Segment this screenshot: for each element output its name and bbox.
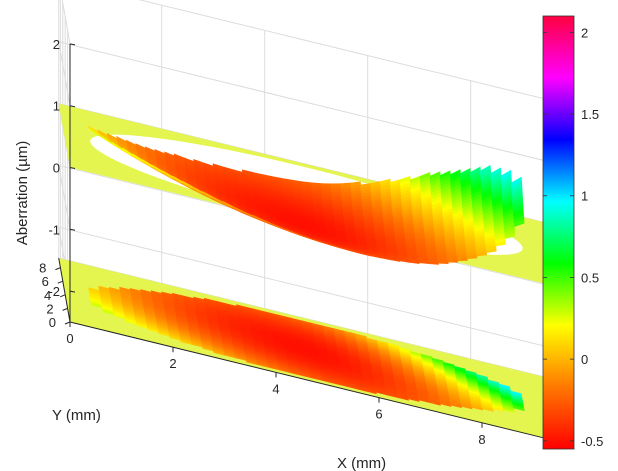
projection-cell bbox=[510, 390, 522, 396]
colorbar-tick-label: 0.5 bbox=[581, 270, 599, 285]
bottom-projection bbox=[58, 258, 555, 441]
colorbar-tick-label: 2 bbox=[581, 25, 588, 40]
projection-cell bbox=[453, 365, 466, 371]
y-tick bbox=[64, 321, 71, 325]
x-tick-label: 2 bbox=[169, 356, 176, 371]
surface-cell bbox=[495, 240, 506, 247]
surface-cell bbox=[513, 219, 525, 227]
z-tick-label: 1 bbox=[53, 99, 60, 114]
y-tick-label: 2 bbox=[46, 301, 53, 316]
x-tick-label: 0 bbox=[66, 331, 73, 346]
y-tick bbox=[55, 267, 61, 271]
surface-cell bbox=[437, 261, 449, 264]
x-axis-label: X (mm) bbox=[337, 455, 386, 471]
x-tick-label: 8 bbox=[478, 432, 485, 447]
surface-cell bbox=[447, 260, 459, 263]
projection-cell bbox=[476, 374, 488, 379]
y-tick-label: 6 bbox=[42, 274, 49, 289]
surface-cell bbox=[408, 261, 420, 265]
projection-cell bbox=[355, 333, 367, 339]
z-tick bbox=[69, 228, 76, 231]
projection-cell bbox=[498, 383, 511, 389]
surface-cell bbox=[388, 258, 401, 262]
z-axis-label: Aberration (µm) bbox=[14, 141, 31, 246]
colorbar-gradient bbox=[542, 15, 575, 450]
surface-cell bbox=[428, 262, 440, 265]
surface-cell bbox=[330, 183, 342, 188]
projection-cell bbox=[442, 361, 455, 367]
x-tick-label: 6 bbox=[375, 407, 382, 422]
y-tick bbox=[62, 307, 68, 311]
z-tick-label: -1 bbox=[48, 222, 60, 237]
x-tick-label: 4 bbox=[272, 381, 279, 396]
z-tick-label: -2 bbox=[48, 284, 60, 299]
y-axis-label: Y (mm) bbox=[52, 407, 101, 424]
y-tick bbox=[57, 280, 63, 284]
colorbar: -0.5 0 0.5 1 1.5 2 bbox=[542, 15, 603, 450]
gridline bbox=[61, 0, 71, 44]
z-tick bbox=[69, 290, 76, 293]
surface-cell bbox=[330, 189, 342, 193]
y-tick-label: 4 bbox=[44, 288, 51, 303]
z-tick bbox=[69, 43, 76, 46]
z-tick-label: 0 bbox=[53, 161, 60, 176]
colorbar-tick-label: -0.5 bbox=[581, 434, 603, 449]
projection-cell bbox=[420, 353, 433, 359]
surface-cell bbox=[456, 258, 468, 261]
projection-cell bbox=[398, 346, 411, 352]
x-axis-line bbox=[69, 321, 555, 441]
y-tick-label: 0 bbox=[49, 315, 56, 330]
surface-cell bbox=[504, 232, 516, 240]
z-tick bbox=[69, 167, 76, 169]
surface-cell bbox=[466, 255, 478, 259]
surface-cell bbox=[485, 248, 497, 253]
surface-cell bbox=[476, 252, 487, 257]
surface-cell bbox=[342, 204, 353, 208]
z-tick-label: 2 bbox=[53, 37, 60, 52]
projection-cell bbox=[487, 379, 500, 385]
y-tick bbox=[60, 294, 66, 298]
colorbar-tick-label: 1.5 bbox=[581, 107, 599, 122]
surface-cell bbox=[330, 186, 342, 190]
aberration-surface bbox=[87, 125, 525, 265]
colorbar-tick-label: 1 bbox=[581, 189, 588, 204]
surface-cell bbox=[359, 252, 372, 257]
projection-cell bbox=[464, 369, 477, 375]
projection-cell bbox=[387, 342, 400, 348]
y-tick-label: 8 bbox=[39, 261, 46, 276]
z-tick bbox=[69, 105, 76, 108]
colorbar-tick-label: 0 bbox=[581, 352, 588, 367]
projection-cell bbox=[431, 357, 444, 363]
y-axis-line bbox=[58, 257, 71, 323]
